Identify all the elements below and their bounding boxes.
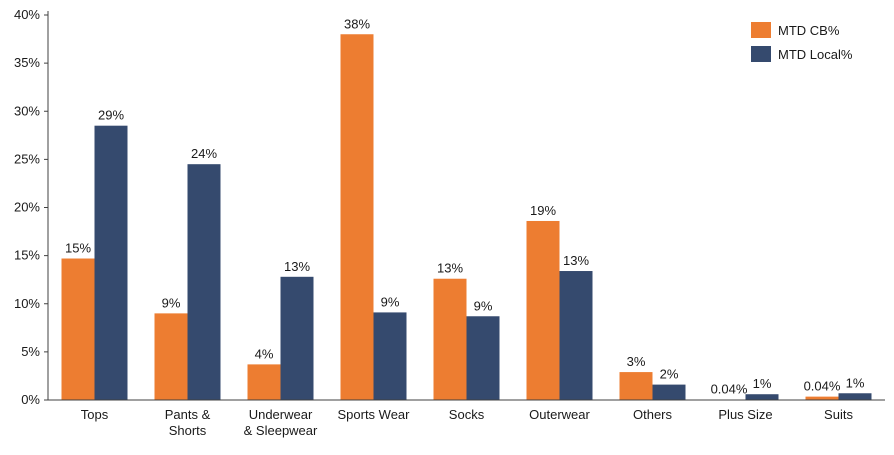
bar (434, 279, 467, 400)
y-tick-label: 5% (21, 344, 40, 359)
data-label: 13% (563, 253, 589, 268)
data-label: 4% (255, 346, 274, 361)
data-label: 9% (474, 298, 493, 313)
data-label: 24% (191, 146, 217, 161)
x-tick-label: Pants & (165, 407, 211, 422)
y-tick-label: 10% (14, 296, 40, 311)
x-tick-label: Outerwear (529, 407, 590, 422)
x-tick-label: Shorts (169, 423, 207, 438)
data-label: 29% (98, 108, 124, 123)
x-tick-label: Others (633, 407, 673, 422)
bar (527, 221, 560, 400)
data-label: 13% (284, 259, 310, 274)
data-label: 9% (162, 295, 181, 310)
data-label: 1% (753, 376, 772, 391)
bar (653, 385, 686, 400)
data-label: 0.04% (804, 379, 841, 394)
bar (341, 34, 374, 400)
data-label: 13% (437, 261, 463, 276)
bar (806, 397, 839, 400)
x-tick-label: Tops (81, 407, 109, 422)
legend-label: MTD CB% (778, 23, 840, 38)
x-tick-label: Socks (449, 407, 485, 422)
x-tick-label: & Sleepwear (244, 423, 318, 438)
legend-swatch (751, 46, 771, 62)
bar (281, 277, 314, 400)
data-label: 0.04% (711, 382, 748, 397)
x-tick-label: Plus Size (718, 407, 772, 422)
bar (155, 313, 188, 400)
data-label: 9% (381, 294, 400, 309)
y-tick-label: 30% (14, 103, 40, 118)
y-tick-label: 40% (14, 7, 40, 22)
y-tick-label: 0% (21, 392, 40, 407)
legend-label: MTD Local% (778, 47, 853, 62)
data-label: 3% (627, 354, 646, 369)
data-label: 1% (846, 375, 865, 390)
bar (839, 393, 872, 400)
data-label: 15% (65, 241, 91, 256)
bar (248, 364, 281, 400)
data-label: 38% (344, 16, 370, 31)
data-label: 19% (530, 203, 556, 218)
x-axis: Tops Pants &Shorts Underwear& Sleepwear Spo… (48, 400, 885, 438)
x-tick-label: Sports Wear (337, 407, 410, 422)
legend-swatch (751, 22, 771, 38)
y-tick-label: 20% (14, 200, 40, 215)
bar (560, 271, 593, 400)
bar (746, 394, 779, 400)
y-axis: 0% 5% 10% 15% 20% 25% 30% 35% 40% (14, 7, 48, 407)
bar (467, 316, 500, 400)
legend: MTD CB% MTD Local% (751, 22, 853, 62)
x-tick-label: Underwear (249, 407, 313, 422)
bar (188, 164, 221, 400)
bar (95, 126, 128, 400)
y-tick-label: 25% (14, 151, 40, 166)
y-tick-label: 15% (14, 248, 40, 263)
data-label: 2% (660, 367, 679, 382)
bars (62, 34, 872, 400)
bar (620, 372, 653, 400)
bar (62, 259, 95, 400)
y-tick-label: 35% (14, 55, 40, 70)
x-tick-label: Suits (824, 407, 853, 422)
bar (374, 312, 407, 400)
